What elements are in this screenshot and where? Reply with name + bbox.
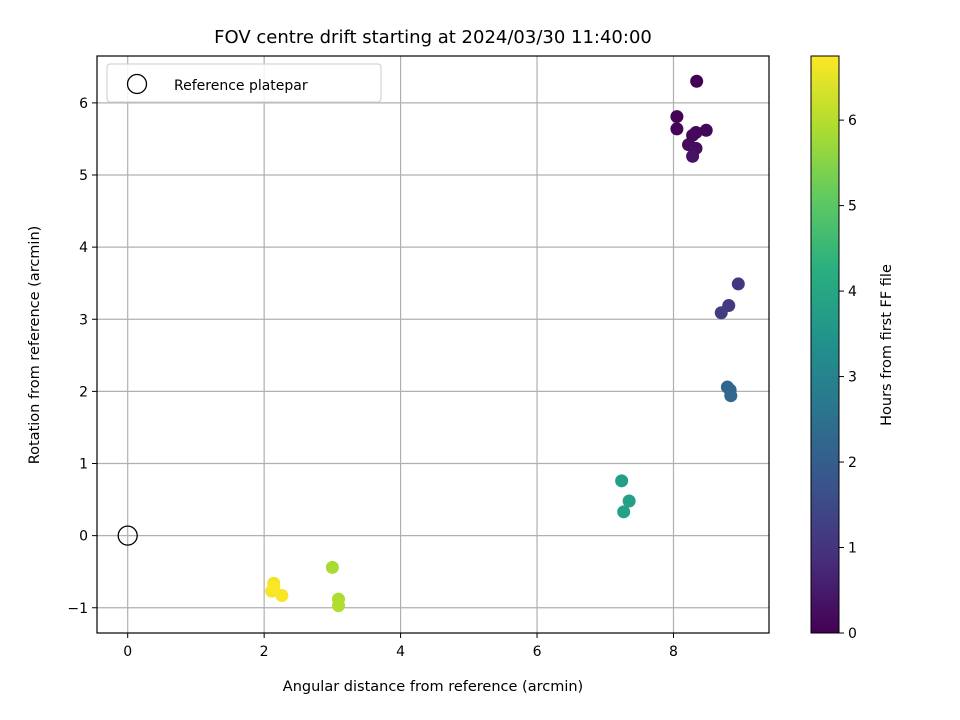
y-axis-label: Rotation from reference (arcmin) bbox=[27, 226, 43, 465]
data-points bbox=[265, 74, 745, 613]
reference-platepar-marker bbox=[117, 525, 138, 546]
colorbar-frame bbox=[810, 55, 840, 634]
x-axis-label: Angular distance from reference (arcmin) bbox=[283, 679, 583, 695]
scatter-point bbox=[670, 122, 684, 136]
scatter-point bbox=[622, 494, 636, 508]
colorbar-tick-label: 3 bbox=[848, 370, 857, 386]
scatter-point bbox=[670, 110, 684, 124]
scatter-point bbox=[325, 560, 339, 574]
scatter-point bbox=[699, 123, 713, 137]
legend-marker bbox=[126, 73, 148, 95]
x-tick-label: 0 bbox=[123, 644, 132, 660]
scatter-point bbox=[690, 74, 704, 88]
colorbar-gradient bbox=[811, 56, 839, 633]
colorbar-label: Hours from first FF file bbox=[879, 264, 895, 426]
y-tick-label: 0 bbox=[79, 529, 88, 545]
legend-entry: Reference platepar bbox=[174, 78, 308, 94]
x-tick-label: 6 bbox=[533, 644, 542, 660]
y-tick-label: 4 bbox=[79, 240, 88, 256]
grid-lines bbox=[97, 56, 769, 633]
colorbar-tick-label: 1 bbox=[848, 541, 857, 557]
y-tick-label: −1 bbox=[67, 601, 88, 617]
axes-frame bbox=[96, 55, 770, 634]
x-tick-label: 8 bbox=[669, 644, 678, 660]
legend-box bbox=[106, 63, 382, 103]
scatter-point bbox=[275, 588, 289, 602]
legend: Reference platepar bbox=[106, 63, 382, 103]
x-axis-ticks: 0 2 4 6 8 bbox=[123, 633, 678, 660]
scatter-point bbox=[332, 599, 346, 613]
y-axis-ticks: −1 0 1 2 3 4 5 6 bbox=[67, 96, 97, 617]
y-tick-label: 2 bbox=[79, 384, 88, 400]
scatter-point bbox=[615, 474, 629, 488]
colorbar-tick-label: 0 bbox=[848, 626, 857, 642]
plot-area bbox=[96, 55, 770, 634]
colorbar: 0 1 2 3 4 5 6 Hours from first FF file bbox=[810, 55, 895, 642]
y-tick-label: 5 bbox=[79, 168, 88, 184]
y-tick-label: 6 bbox=[79, 96, 88, 112]
y-tick-label: 1 bbox=[79, 457, 88, 473]
x-tick-label: 4 bbox=[396, 644, 405, 660]
scatter-point bbox=[267, 580, 281, 594]
scatter-point bbox=[617, 505, 631, 519]
scatter-point bbox=[724, 389, 738, 403]
colorbar-tick-label: 5 bbox=[848, 199, 857, 215]
colorbar-tick-label: 2 bbox=[848, 455, 857, 471]
colorbar-ticks: 0 1 2 3 4 5 6 bbox=[839, 113, 857, 642]
chart-title: FOV centre drift starting at 2024/03/30 … bbox=[214, 27, 652, 48]
scatter-point bbox=[731, 277, 745, 291]
colorbar-tick-label: 4 bbox=[848, 284, 857, 300]
colorbar-tick-label: 6 bbox=[848, 113, 857, 129]
y-tick-label: 3 bbox=[79, 312, 88, 328]
reference-marker bbox=[117, 525, 138, 546]
x-tick-label: 2 bbox=[260, 644, 269, 660]
scatter-point bbox=[714, 306, 728, 320]
scatter-point bbox=[686, 149, 700, 163]
